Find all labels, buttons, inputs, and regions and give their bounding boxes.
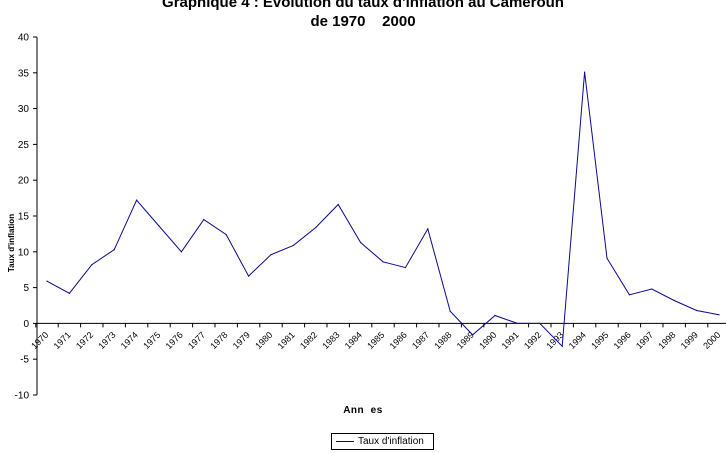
x-tick-label: 1990 [477,330,498,351]
data-point [584,71,586,73]
x-tick-label: 1984 [343,330,364,351]
x-axis-ticks: 1970 1971 1972 1973 1974 1975 1976 1977 1978 1979… [29,323,722,351]
y-tick-label: 10 [18,247,30,258]
x-tick-label: 1987 [410,330,431,351]
data-point [427,228,429,230]
x-tick-label: 1992 [522,330,543,351]
x-axis-label: Ann es [343,405,383,416]
data-point [203,218,205,221]
x-tick-label: 1985 [365,330,386,351]
x-tick-label: 2000 [701,330,722,351]
series-group [46,71,720,348]
y-tick-label: 0 [23,319,29,330]
data-point [561,345,563,347]
x-tick-label: 1979 [231,330,252,351]
x-tick-label: 1995 [589,330,610,351]
x-tick-label: 1971 [52,330,73,351]
legend-swatch [336,441,354,442]
x-tick-label: 1983 [320,330,341,351]
x-tick-label: 1978 [208,330,229,351]
data-point [651,288,653,290]
data-point [225,234,227,236]
chart-title-line-2: de 1970 2000 [310,13,416,30]
x-tick-label: 1973 [96,330,117,351]
data-point [248,275,250,277]
data-point [360,241,362,244]
y-tick-label: 30 [18,104,30,115]
chart-title-line-1: Graphique 4 : Evolution du taux d'inflat… [162,0,564,11]
data-point [628,294,631,296]
data-point [46,280,48,282]
data-point [404,266,406,269]
data-point [718,314,720,316]
x-tick-label: 1988 [432,330,453,351]
data-point [449,310,451,312]
data-point [696,309,698,312]
data-point [382,261,384,263]
data-point [180,251,182,253]
x-tick-label: 1994 [567,330,588,351]
data-point [539,322,541,324]
y-tick-label: 35 [18,68,30,79]
data-point [315,226,317,229]
x-tick-label: 1980 [253,330,274,351]
data-point [113,249,115,251]
y-tick-label: -10 [15,391,30,402]
data-point [472,334,474,336]
data-point [270,254,272,256]
x-tick-label: 1972 [74,330,95,351]
x-tick-label: 1981 [276,330,297,351]
x-tick-label: 1977 [186,330,207,351]
y-tick-label: -5 [20,355,29,366]
legend-label: Taux d'inflation [358,436,424,447]
x-tick-label: 1970 [29,330,50,351]
x-tick-label: 1991 [500,330,521,351]
x-tick-label: 1998 [656,330,677,351]
data-point [292,244,294,246]
legend: Taux d'inflation [331,433,434,450]
x-tick-label: 1997 [634,330,655,351]
x-tick-label: 1976 [164,330,185,351]
x-tick-label: 1999 [679,330,700,351]
data-point [337,203,339,206]
data-point [136,199,138,201]
data-point [91,264,93,266]
y-tick-label: 15 [18,212,30,223]
data-point [68,292,70,294]
data-point [516,322,519,324]
y-tick-label: 40 [18,33,30,44]
y-tick-label: 25 [18,140,30,151]
x-tick-label: 1989 [455,330,476,351]
y-axis-ticks: -10 -5 0 5 10 15 20 25 30 35 40 [15,33,37,402]
x-tick-label: 1975 [141,330,162,351]
x-tick-label: 1996 [612,330,633,351]
y-tick-label: 20 [18,176,30,187]
series-line [46,72,720,348]
data-point [673,299,675,302]
y-tick-label: 5 [23,283,29,294]
x-tick-label: 1982 [298,330,319,351]
x-tick-label: 1986 [388,330,409,351]
data-point [158,225,160,227]
y-axis-label: Taux d'inflation [7,213,16,273]
data-point [606,257,608,259]
x-tick-label: 1974 [119,330,140,351]
data-point [494,314,496,317]
